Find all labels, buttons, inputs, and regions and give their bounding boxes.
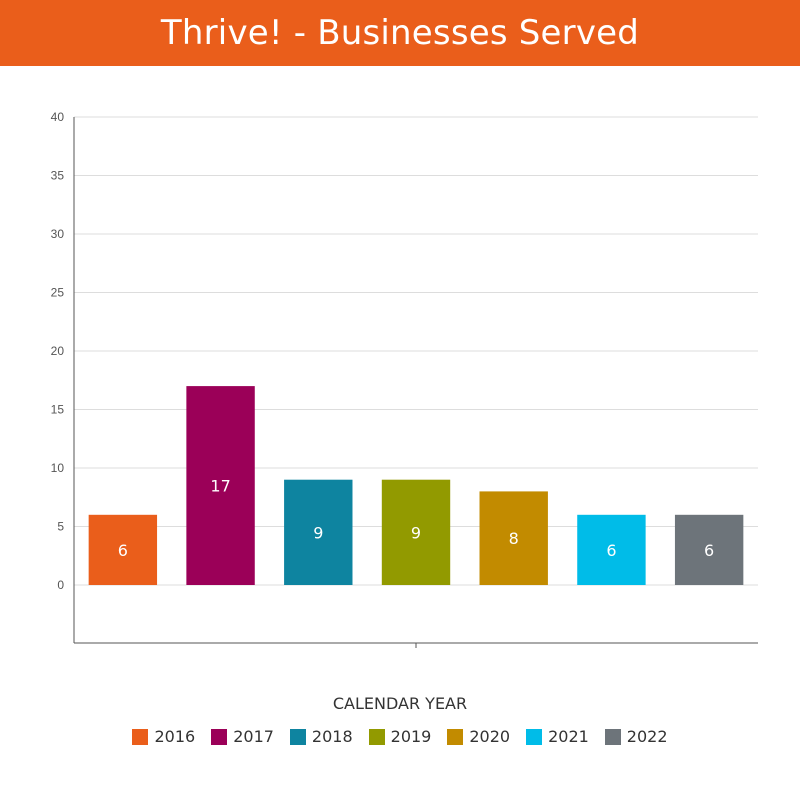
y-tick-label: 20	[51, 344, 65, 358]
legend-swatch	[289, 728, 306, 745]
legend-label: 2021	[548, 727, 589, 746]
legend-label: 2016	[154, 727, 196, 746]
legend-swatch	[604, 728, 621, 745]
bar-value-label: 6	[704, 541, 714, 560]
legend-item-2016[interactable]: 2016	[132, 727, 195, 746]
legend-item-2017[interactable]: 2017	[211, 727, 274, 746]
bar-2021	[577, 514, 646, 585]
legend-item-2022[interactable]: 2022	[604, 727, 668, 746]
bar-2022	[674, 514, 744, 585]
bar-value-label: 6	[606, 541, 616, 560]
legend-swatch	[447, 728, 464, 745]
bar-2016	[88, 514, 158, 585]
legend-label: 2019	[390, 727, 432, 746]
legend-item-2018[interactable]: 2018	[289, 727, 353, 746]
legend-swatch	[526, 728, 543, 745]
bar-value-label: 9	[411, 523, 421, 542]
y-tick-label: 0	[57, 578, 64, 592]
y-tick-label: 35	[51, 169, 65, 183]
y-tick-label: 5	[57, 520, 64, 534]
legend-swatch	[368, 728, 385, 745]
bar-value-label: 17	[210, 477, 230, 496]
y-tick-label: 25	[51, 286, 65, 300]
legend-label: 2018	[311, 727, 353, 746]
y-tick-label: 30	[51, 227, 65, 241]
legend-swatch	[211, 728, 228, 745]
bar-2018	[284, 479, 353, 585]
bar-chart: 0 5 10 15 20 25 30 35 40 6 17 9 9 8 6 6	[51, 110, 758, 648]
y-tick-label: 10	[51, 461, 65, 475]
bar-2019	[381, 479, 451, 585]
bar-2017	[186, 386, 255, 585]
chart-header: Thrive! - Businesses Served	[0, 0, 800, 66]
chart-legend: 2016 2017 2018 2019 2020 2021 2022	[0, 727, 800, 746]
bar-value-label: 9	[313, 523, 323, 542]
legend-label: 2022	[626, 727, 668, 746]
bar-value-label: 6	[118, 541, 128, 560]
bar-2020	[479, 491, 548, 585]
legend-item-2019[interactable]: 2019	[368, 727, 432, 746]
legend-item-2020[interactable]: 2020	[447, 727, 510, 746]
legend-swatch	[132, 728, 149, 745]
bar-value-label: 8	[509, 529, 519, 548]
legend-label: 2020	[469, 727, 511, 746]
chart-title: Thrive! - Businesses Served	[160, 13, 640, 53]
x-axis-title: CALENDAR YEAR	[332, 694, 468, 713]
legend-label: 2017	[233, 727, 274, 746]
y-tick-label: 15	[51, 403, 65, 417]
legend-item-2021[interactable]: 2021	[526, 727, 589, 746]
y-tick-label: 40	[51, 110, 65, 124]
